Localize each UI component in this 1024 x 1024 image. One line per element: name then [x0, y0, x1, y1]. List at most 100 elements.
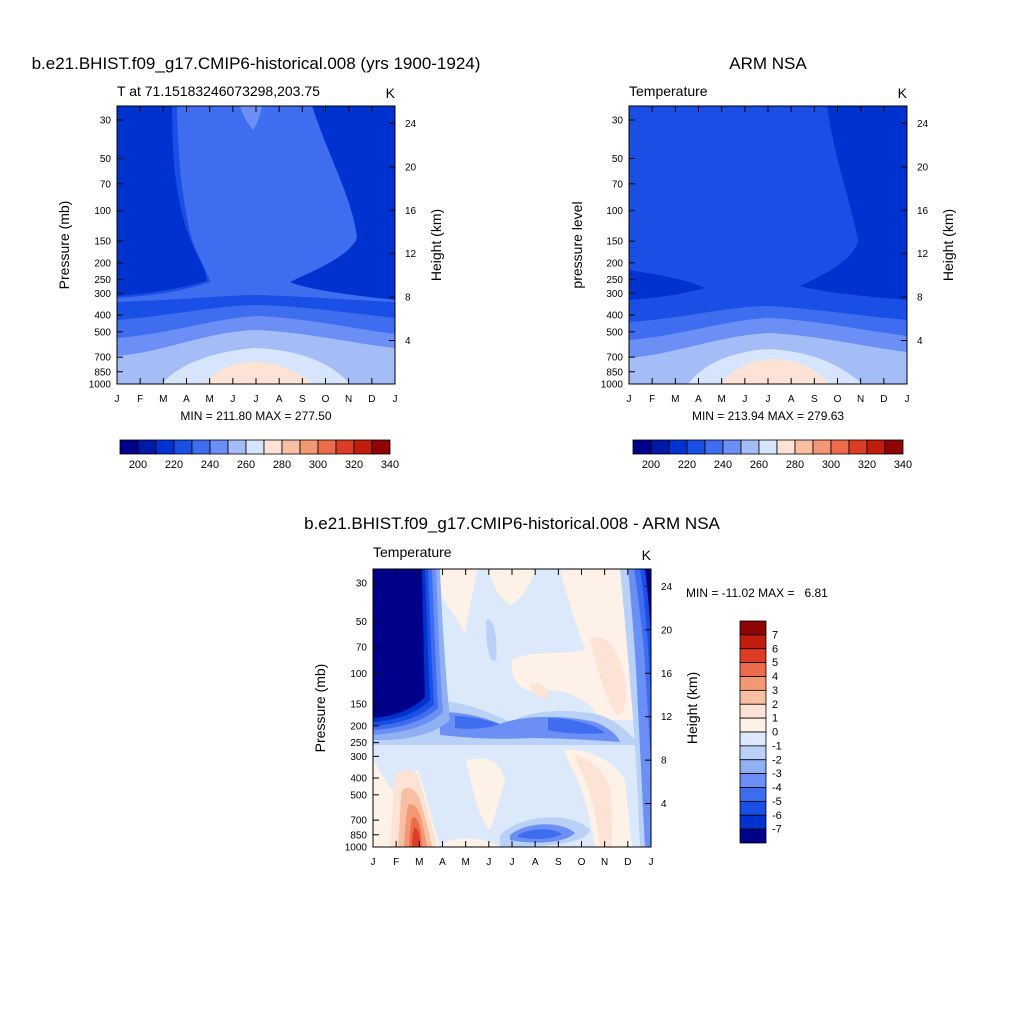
colorbar-label: 200 [642, 459, 660, 471]
y-right-tick-label: 16 [661, 669, 673, 680]
colorbar-label: -3 [772, 768, 782, 780]
x-tick-label: A [439, 857, 446, 868]
colorbar-label: 240 [714, 459, 732, 471]
panel-diff: b.e21.BHIST.f09_g17.CMIP6-historical.008… [304, 514, 828, 868]
y-tick-label: 30 [356, 579, 368, 590]
y-tick-label: 200 [94, 258, 111, 269]
x-tick-label: O [834, 394, 842, 405]
y-tick-label: 850 [94, 367, 111, 378]
x-tick-label: J [230, 394, 235, 405]
x-tick-label: F [393, 857, 399, 868]
colorbar-swatch [866, 439, 886, 455]
colorbar-label: 5 [772, 657, 778, 669]
colorbar-swatch [668, 439, 688, 455]
colorbar-swatch [137, 439, 157, 455]
colorbar-label: 7 [772, 629, 778, 641]
colorbar-label: 0 [772, 727, 778, 739]
y-tick-label: 100 [94, 206, 111, 217]
colorbar-label: -6 [772, 810, 782, 822]
x-tick-label: N [601, 857, 608, 868]
x-tick-label: J [393, 394, 398, 405]
panel-obs-units: K [898, 85, 908, 101]
x-tick-label: N [345, 394, 352, 405]
y-tick-label: 150 [606, 237, 623, 248]
colorbar-swatch [794, 439, 814, 455]
x-tick-label: F [137, 394, 143, 405]
colorbar-swatch [739, 800, 767, 816]
colorbar-swatch [173, 439, 193, 455]
y-tick-label: 300 [606, 289, 623, 300]
panel-obs-ylabel-left: pressure level [569, 201, 585, 288]
colorbar-label: 320 [858, 459, 876, 471]
panel-model-colorbar: 200 220 240 260 280 300 320 340 [119, 439, 399, 471]
colorbar-swatch [632, 439, 652, 455]
x-tick-label: A [788, 394, 795, 405]
colorbar-swatch [317, 439, 337, 455]
colorbar-swatch [650, 439, 670, 455]
x-tick-label: J [486, 857, 491, 868]
x-tick-label: J [254, 394, 259, 405]
y-tick-label: 400 [94, 311, 111, 322]
panel-diff-ylabel-right: Height (km) [684, 672, 700, 744]
panel-model-contours [117, 106, 395, 384]
colorbar-swatch [353, 439, 373, 455]
colorbar-label: -1 [772, 740, 782, 752]
colorbar-label: 220 [678, 459, 696, 471]
colorbar-swatch [739, 814, 767, 830]
colorbar-swatch [686, 439, 706, 455]
y-right-tick-label: 4 [917, 336, 923, 347]
colorbar-swatch [263, 439, 283, 455]
colorbar-label: 6 [772, 643, 778, 655]
y-tick-label: 250 [94, 275, 111, 286]
y-tick-label: 400 [350, 774, 367, 785]
y-tick-label: 850 [350, 830, 367, 841]
y-tick-label: 70 [612, 179, 624, 190]
y-tick-label: 50 [612, 154, 624, 165]
panel-model-units: K [386, 85, 396, 101]
y-tick-label: 1000 [345, 843, 368, 854]
panel-diff-title: b.e21.BHIST.f09_g17.CMIP6-historical.008… [304, 514, 720, 533]
y-tick-label: 500 [94, 327, 111, 338]
y-right-tick-label: 20 [405, 162, 417, 173]
colorbar-label: 260 [237, 459, 255, 471]
y-tick-label: 50 [100, 154, 112, 165]
colorbar-swatch [848, 439, 868, 455]
y-tick-label: 200 [606, 258, 623, 269]
colorbar-label: 4 [772, 671, 778, 683]
y-tick-label: 1000 [89, 380, 112, 391]
y-tick-label: 150 [350, 700, 367, 711]
x-tick-label: M [415, 857, 423, 868]
colorbar-swatch [739, 676, 767, 691]
colorbar-swatch [739, 662, 767, 677]
y-tick-label: 50 [356, 617, 368, 628]
colorbar-label: 240 [201, 459, 219, 471]
panel-model-axes: J F M A M J J A S O N D J 30 50 70 100 150 200 250 300 400 500… [89, 106, 417, 405]
x-tick-label: J [627, 394, 632, 405]
y-tick-label: 500 [350, 790, 367, 801]
colorbar-swatch [739, 731, 767, 747]
panel-model-title: b.e21.BHIST.f09_g17.CMIP6-historical.008… [32, 54, 481, 73]
colorbar-swatch [245, 439, 265, 455]
colorbar-swatch [739, 634, 767, 650]
colorbar-swatch [371, 439, 391, 455]
colorbar-swatch [739, 689, 767, 705]
colorbar-swatch [758, 439, 778, 455]
x-tick-label: S [811, 394, 818, 405]
x-tick-label: M [671, 394, 679, 405]
colorbar-swatch [281, 439, 301, 455]
panel-diff-subtitle: Temperature [373, 544, 452, 560]
colorbar-label: -2 [772, 754, 782, 766]
y-right-tick-label: 16 [917, 206, 929, 217]
colorbar-label: 320 [345, 459, 363, 471]
y-tick-label: 70 [100, 179, 112, 190]
y-tick-label: 100 [606, 206, 623, 217]
x-tick-label: N [857, 394, 864, 405]
colorbar-label: 3 [772, 685, 778, 697]
colorbar-swatch [739, 717, 767, 733]
colorbar-swatch [335, 439, 355, 455]
y-tick-label: 300 [350, 752, 367, 763]
y-right-tick-label: 8 [405, 293, 411, 304]
x-tick-label: A [695, 394, 702, 405]
x-tick-label: O [578, 857, 586, 868]
y-right-tick-label: 20 [917, 162, 929, 173]
